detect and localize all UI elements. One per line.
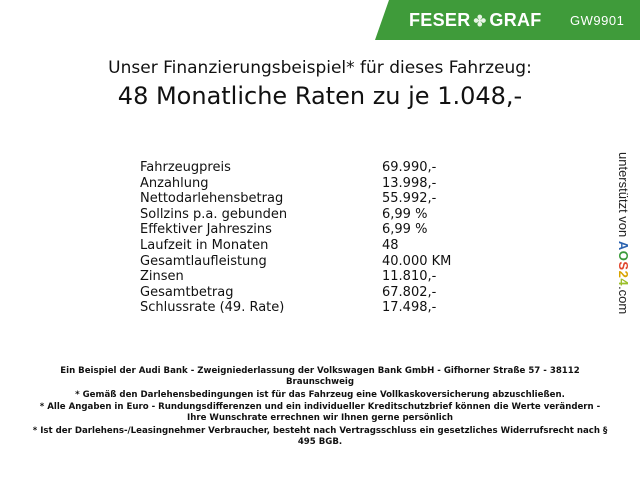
row-value: 6,99 %: [382, 222, 428, 238]
row-label: Sollzins p.a. gebunden: [140, 206, 288, 222]
row-value: 40.000 KM: [382, 253, 452, 269]
aos24-logo: AOS24: [616, 240, 631, 287]
row-label: Anzahlung: [140, 175, 209, 191]
row-value: 11.810,-: [382, 269, 437, 285]
row-label: Zinsen: [140, 269, 184, 285]
vehicle-code: GW9901: [570, 13, 625, 28]
row-value: 6,99 %: [382, 206, 428, 222]
row-label: Laufzeit in Monaten: [140, 237, 269, 253]
row-label: Schlussrate (49. Rate): [140, 300, 285, 316]
footer-line: * Ist der Darlehens-/Leasingnehmer Verbr…: [32, 425, 608, 447]
table-row: Laufzeit in Monaten 48: [140, 238, 470, 254]
row-label: Nettodarlehensbetrag: [140, 191, 284, 207]
footer-line: * Gemäß den Darlehensbedingungen ist für…: [75, 389, 565, 400]
row-value: 17.498,-: [382, 300, 437, 316]
row-value: 13.998,-: [382, 175, 437, 191]
table-row: Gesamtlaufleistung 40.000 KM: [140, 254, 470, 270]
footer-line: Ein Beispiel der Audi Bank - Zweignieder…: [60, 366, 580, 387]
brand-logo: FESER ✤ GRAF: [409, 10, 542, 31]
row-value: 48: [382, 237, 399, 253]
supported-by-label: unterstützt von: [616, 152, 631, 238]
row-label: Gesamtbetrag: [140, 284, 234, 300]
row-value: 67.802,-: [382, 284, 437, 300]
table-row: Effektiver Jahreszins 6,99 %: [140, 222, 470, 238]
row-value: 55.992,-: [382, 191, 437, 207]
table-row: Schlussrate (49. Rate) 17.498,-: [140, 300, 470, 316]
row-label: Effektiver Jahreszins: [140, 222, 272, 238]
footer-line: * Alle Angaben in Euro - Rundungsdiffere…: [39, 402, 601, 423]
table-row: Zinsen 11.810,-: [140, 269, 470, 285]
legal-footer: Ein Beispiel der Audi Bank - Zweignieder…: [30, 366, 610, 449]
header-banner: [375, 0, 640, 40]
table-row: Sollzins p.a. gebunden 6,99 %: [140, 207, 470, 223]
table-row: Fahrzeugpreis 69.990,-: [140, 160, 470, 176]
brand-right: GRAF: [489, 10, 542, 30]
row-value: 69.990,-: [382, 160, 437, 175]
monthly-rate-headline: 48 Monatliche Raten zu je 1.048,-: [117, 82, 523, 110]
finance-title: Unser Finanzierungsbeispiel* für dieses …: [108, 58, 532, 78]
table-row: Nettodarlehensbetrag 55.992,-: [140, 191, 470, 207]
finance-table: Fahrzeugpreis 69.990,- Anzahlung 13.998,- …: [140, 160, 470, 316]
row-label: Gesamtlaufleistung: [140, 253, 267, 269]
supported-by: unterstützt von AOS24.com: [616, 152, 631, 314]
table-row: Gesamtbetrag 67.802,-: [140, 285, 470, 301]
clover-icon: ✤: [473, 13, 487, 30]
brand-left: FESER: [409, 10, 471, 30]
table-row: Anzahlung 13.998,-: [140, 176, 470, 192]
supported-by-domain: .com: [616, 286, 631, 315]
row-label: Fahrzeugpreis: [140, 160, 231, 175]
